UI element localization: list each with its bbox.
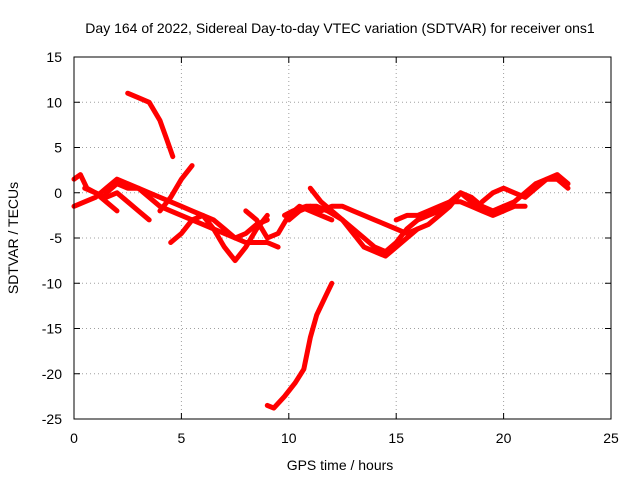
series-line-arc-5 [82,185,120,214]
series-line-arc-1 [71,172,152,223]
x-tick-label: 20 [496,430,512,446]
series-line-arc-12 [286,203,421,236]
series-line-arc-3 [103,181,270,241]
y-tick-label: -15 [42,321,62,337]
series-line-arc-9 [264,280,335,411]
chart-title: Day 164 of 2022, Sidereal Day-to-day VTE… [85,20,595,36]
y-tick-label: 0 [54,185,62,201]
y-tick-label: -10 [42,275,62,291]
x-tick-label: 5 [178,430,186,446]
axis-ticks: 0 5 10 15 20 25 15 10 5 0 -5 -10 -15 -20 -25 [42,49,619,446]
series-line-arc-4 [125,90,176,160]
y-tick-label: 15 [46,49,62,65]
series-line-arc-13 [393,199,528,223]
x-tick-label: 10 [281,430,297,446]
grid [74,57,611,419]
y-tick-label: -25 [42,411,62,427]
y-tick-label: 5 [54,140,62,156]
series-line-arc-2 [71,176,281,250]
x-tick-label: 15 [388,430,404,446]
series-line-arc-6 [168,212,270,264]
series-line-arc-7 [157,163,195,214]
x-tick-label: 25 [603,430,619,446]
series-line-arc-14 [479,172,571,205]
series-group [71,90,571,411]
series-line-arc-10 [282,190,507,255]
x-tick-label: 0 [70,430,78,446]
y-tick-label: 10 [46,94,62,110]
y-tick-label: -20 [42,366,62,382]
series-line-arc-15 [501,176,571,209]
y-axis-label: SDTVAR / TECUs [5,182,21,294]
y-tick-label: -5 [50,230,63,246]
x-axis-label: GPS time / hours [287,457,394,473]
